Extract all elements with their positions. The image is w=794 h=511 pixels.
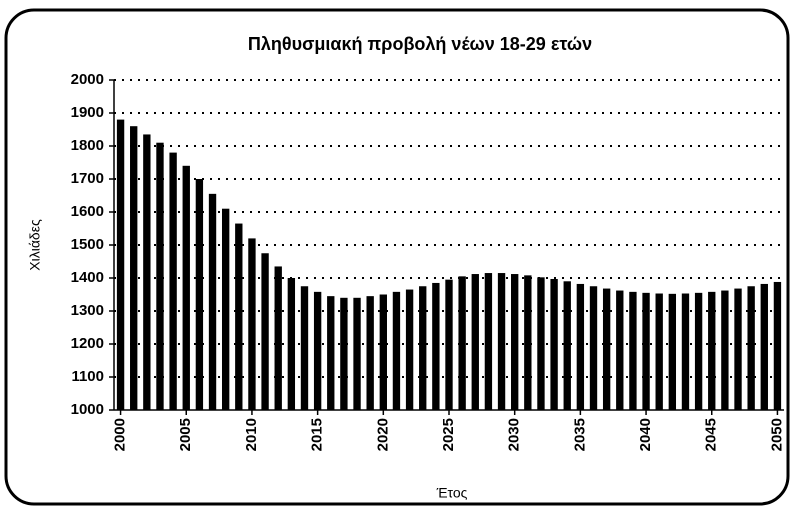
bar xyxy=(261,253,269,410)
bar xyxy=(589,286,598,410)
bar xyxy=(208,193,217,410)
y-tick-label: 2000 xyxy=(71,71,104,88)
bar xyxy=(642,292,650,410)
bar xyxy=(313,291,322,410)
bar xyxy=(116,119,125,410)
x-tick-label: 2000 xyxy=(112,418,129,451)
y-tick-label: 1400 xyxy=(71,269,104,286)
bar xyxy=(681,293,690,410)
y-tick-label: 1700 xyxy=(71,170,104,187)
bar xyxy=(484,273,493,410)
bar xyxy=(248,238,256,410)
bar xyxy=(156,142,164,410)
bar xyxy=(327,296,335,410)
bar xyxy=(143,134,151,410)
bar xyxy=(366,296,374,410)
bar xyxy=(392,291,401,410)
y-axis-title: Χιλιάδες xyxy=(27,219,43,271)
x-tick-label: 2005 xyxy=(177,418,194,451)
bar xyxy=(195,179,204,410)
bar xyxy=(616,290,624,410)
bar xyxy=(300,286,309,410)
bar xyxy=(419,286,427,410)
bar xyxy=(471,274,479,410)
x-tick-label: 2035 xyxy=(571,418,588,451)
bar xyxy=(760,283,768,410)
y-tick-label: 1800 xyxy=(71,137,104,154)
bar xyxy=(668,293,677,410)
x-tick-label: 2025 xyxy=(440,418,457,451)
bar xyxy=(602,288,611,410)
bar xyxy=(721,290,729,410)
bar xyxy=(274,266,282,410)
bar xyxy=(773,281,782,410)
bar xyxy=(235,223,243,410)
bar xyxy=(458,276,466,410)
bar xyxy=(694,292,703,410)
bar xyxy=(550,278,558,410)
bar xyxy=(708,291,716,410)
x-tick-label: 2030 xyxy=(506,418,523,451)
bar xyxy=(537,277,545,410)
x-tick-label: 2020 xyxy=(374,418,391,451)
bar xyxy=(221,208,230,410)
bar xyxy=(405,289,414,410)
bar xyxy=(655,293,663,410)
chart-title: Πληθυσμιακή προβολή νέων 18-29 ετών xyxy=(248,34,592,54)
bar xyxy=(576,283,585,410)
bar xyxy=(340,297,348,410)
y-tick-label: 1500 xyxy=(71,236,104,253)
y-tick-label: 1300 xyxy=(71,302,104,319)
x-tick-label: 2015 xyxy=(309,418,326,451)
y-tick-label: 1900 xyxy=(71,104,104,121)
bar xyxy=(379,294,387,410)
bar xyxy=(497,273,506,410)
x-tick-label: 2050 xyxy=(768,418,785,451)
bar xyxy=(511,274,519,410)
bar xyxy=(130,126,138,410)
bar xyxy=(524,275,532,410)
bar xyxy=(287,278,296,410)
bar xyxy=(169,152,177,410)
x-tick-label: 2010 xyxy=(243,418,260,451)
y-tick-label: 1000 xyxy=(71,401,104,418)
y-tick-label: 1600 xyxy=(71,203,104,220)
bar xyxy=(432,282,440,410)
x-tick-label: 2040 xyxy=(637,418,654,451)
x-axis-title: Έτος xyxy=(436,485,468,501)
bar xyxy=(445,279,453,410)
bar xyxy=(734,288,742,410)
y-tick-label: 1200 xyxy=(71,335,104,352)
bar xyxy=(629,291,637,410)
bar xyxy=(747,286,755,410)
y-tick-label: 1100 xyxy=(71,368,104,385)
x-tick-label: 2045 xyxy=(703,418,720,451)
bar xyxy=(353,297,361,410)
bar xyxy=(182,165,190,410)
bar xyxy=(563,281,571,410)
